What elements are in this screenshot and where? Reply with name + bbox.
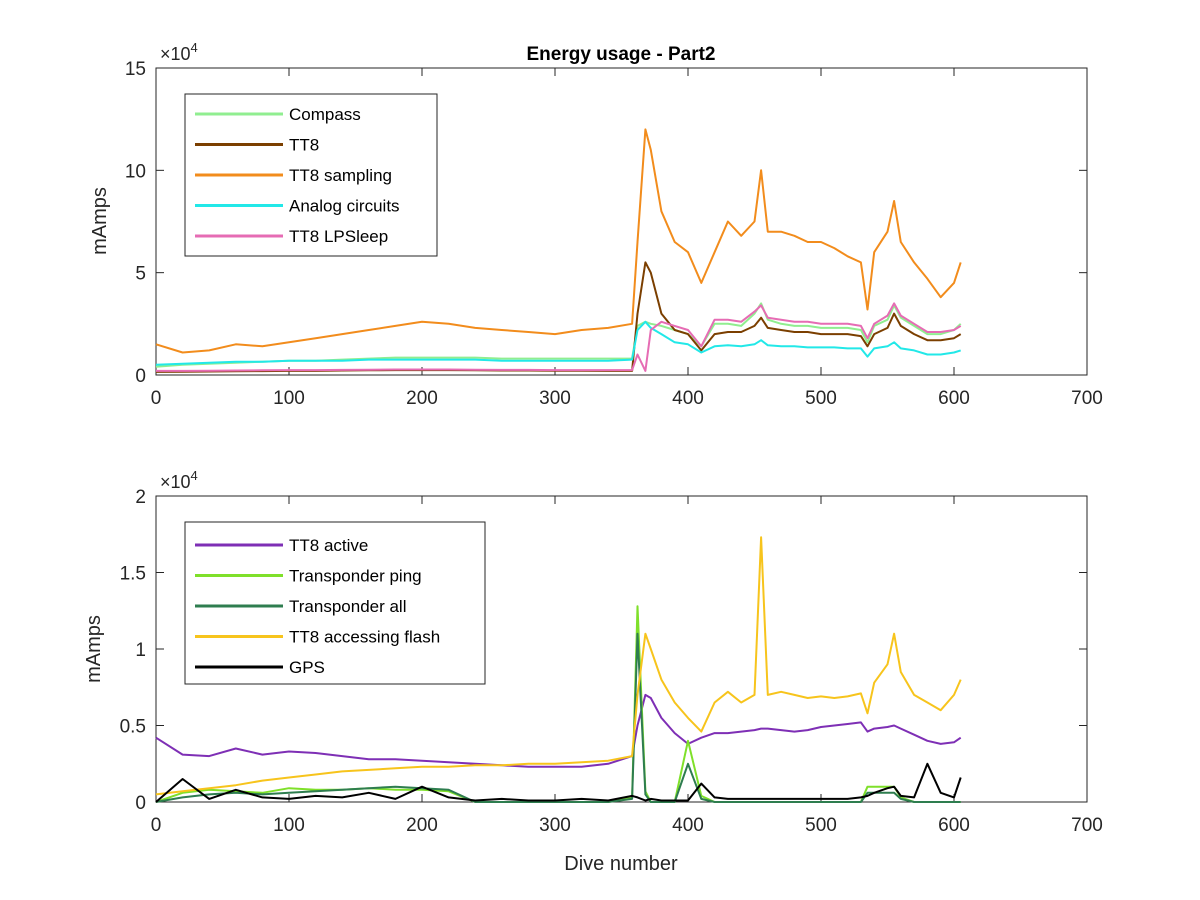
top-y-tick-label: 10 xyxy=(125,161,146,182)
series-line-tt8-accessing-flash xyxy=(155,536,962,796)
bottom-x-axis-label: Dive number xyxy=(564,853,678,875)
top-axes: Energy usage - Part2 mAmps ×104 0 100 200 3… xyxy=(89,40,1103,409)
legend-label-analog-circuits: Analog circuits xyxy=(289,197,400,216)
top-y-exponent: ×104 xyxy=(160,40,198,64)
top-series-lines xyxy=(155,128,962,373)
legend-label-tt8: TT8 xyxy=(289,136,319,155)
top-x-tick-label: 600 xyxy=(938,388,970,409)
bottom-x-tick-label: 100 xyxy=(273,815,305,836)
bottom-y-axis-label: mAmps xyxy=(83,615,105,683)
legend-label-transponder-all: Transponder all xyxy=(289,597,407,616)
bottom-y-tick-label: 1.5 xyxy=(120,564,146,585)
top-y-ticks: 0 5 10 15 xyxy=(125,59,1087,387)
top-y-tick-label: 0 xyxy=(135,366,146,387)
bottom-x-tick-label: 300 xyxy=(539,815,571,836)
series-line-tt8-sampling xyxy=(155,128,962,354)
top-x-tick-label: 500 xyxy=(805,388,837,409)
bottom-y-tick-label: 0.5 xyxy=(120,717,146,738)
top-x-ticks: 0 100 200 300 400 500 600 700 xyxy=(151,68,1103,409)
bottom-x-tick-label: 700 xyxy=(1071,815,1103,836)
top-x-tick-label: 100 xyxy=(273,388,305,409)
bottom-x-tick-label: 600 xyxy=(938,815,970,836)
bottom-y-tick-label: 1 xyxy=(135,640,146,661)
top-x-tick-label: 400 xyxy=(672,388,704,409)
top-y-axis-label: mAmps xyxy=(89,187,111,255)
bottom-y-tick-label: 2 xyxy=(135,487,146,508)
series-line-gps xyxy=(155,762,962,803)
bottom-y-exponent: ×104 xyxy=(160,468,198,492)
top-y-tick-label: 5 xyxy=(135,264,146,285)
bottom-x-tick-label: 0 xyxy=(151,815,162,836)
bottom-x-tick-label: 500 xyxy=(805,815,837,836)
legend-label-gps: GPS xyxy=(289,658,325,677)
legend-label-tt8-accessing-flash: TT8 accessing flash xyxy=(289,628,440,647)
top-x-tick-label: 200 xyxy=(406,388,438,409)
top-x-tick-label: 0 xyxy=(151,388,162,409)
series-line-analog-circuits xyxy=(155,320,961,366)
legend-label-transponder-ping: Transponder ping xyxy=(289,567,422,586)
bottom-legend-box xyxy=(184,521,486,685)
legend-label-compass: Compass xyxy=(289,105,361,124)
bottom-y-tick-label: 0 xyxy=(135,793,146,814)
top-x-tick-label: 300 xyxy=(539,388,571,409)
legend-label-tt8-active: TT8 active xyxy=(289,536,368,555)
bottom-axes: mAmps Dive number ×104 0 100 200 300 400 500 6… xyxy=(83,468,1103,875)
bottom-series-lines xyxy=(155,536,962,803)
bottom-y-ticks: 0 0.5 1 1.5 2 xyxy=(120,487,1087,814)
bottom-legend: TT8 active Transponder ping Transponder al… xyxy=(184,521,486,685)
top-y-tick-label: 15 xyxy=(125,59,146,80)
top-x-tick-label: 700 xyxy=(1071,388,1103,409)
series-line-tt8-lpsleep xyxy=(156,302,962,372)
bottom-x-tick-label: 400 xyxy=(672,815,704,836)
legend-label-tt8-lpsleep: TT8 LPSleep xyxy=(289,227,388,246)
bottom-x-tick-label: 200 xyxy=(406,815,438,836)
top-legend: Compass TT8 TT8 sampling Analog circuits TT8… xyxy=(184,93,438,257)
bottom-x-ticks: 0 100 200 300 400 500 600 700 xyxy=(151,496,1103,836)
top-chart-title: Energy usage - Part2 xyxy=(526,44,715,65)
legend-label-tt8-sampling: TT8 sampling xyxy=(289,166,392,185)
